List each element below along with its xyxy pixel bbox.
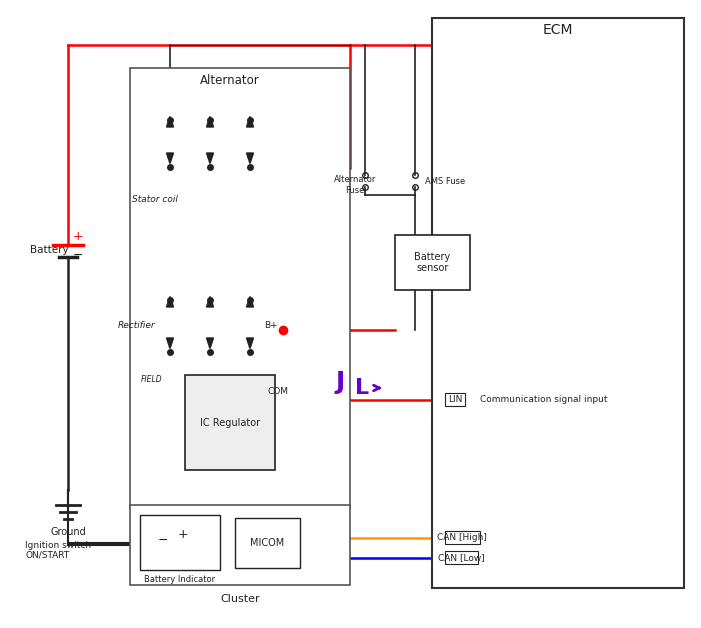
FancyBboxPatch shape	[432, 18, 684, 588]
Text: Alternator
Fuse: Alternator Fuse	[334, 175, 376, 195]
Text: −: −	[158, 534, 168, 547]
Polygon shape	[167, 338, 174, 349]
FancyBboxPatch shape	[445, 531, 480, 544]
Text: Ignition switch: Ignition switch	[25, 541, 91, 550]
FancyBboxPatch shape	[445, 551, 478, 564]
Text: MICOM: MICOM	[250, 538, 285, 548]
Text: ECM: ECM	[543, 23, 573, 37]
Text: LIN: LIN	[448, 396, 462, 404]
Text: J: J	[335, 370, 345, 394]
Text: B+: B+	[264, 320, 278, 330]
Text: +: +	[73, 230, 83, 244]
Text: Stator coil: Stator coil	[132, 195, 178, 205]
Text: Battery: Battery	[30, 245, 69, 255]
FancyBboxPatch shape	[185, 375, 275, 470]
FancyBboxPatch shape	[445, 393, 465, 406]
Text: FIELD: FIELD	[141, 376, 163, 384]
Polygon shape	[167, 153, 174, 163]
Polygon shape	[247, 153, 254, 163]
Text: ON/START: ON/START	[25, 551, 69, 560]
Text: COM: COM	[268, 387, 289, 396]
FancyBboxPatch shape	[130, 68, 350, 508]
Text: AMS Fuse: AMS Fuse	[425, 178, 465, 187]
Text: IC Regulator: IC Regulator	[200, 418, 260, 428]
Text: Rectifier: Rectifier	[118, 320, 156, 330]
Text: −: −	[73, 249, 83, 261]
Text: Ground: Ground	[50, 527, 86, 537]
Polygon shape	[207, 153, 214, 163]
Polygon shape	[207, 117, 214, 127]
Text: Alternator: Alternator	[200, 73, 260, 87]
FancyBboxPatch shape	[130, 505, 350, 585]
Polygon shape	[167, 117, 174, 127]
Polygon shape	[247, 117, 254, 127]
Text: Communication signal input: Communication signal input	[480, 396, 608, 404]
Text: CAN [High]: CAN [High]	[437, 534, 487, 543]
FancyBboxPatch shape	[140, 515, 220, 570]
FancyBboxPatch shape	[395, 235, 470, 290]
Polygon shape	[167, 296, 174, 307]
Text: Cluster: Cluster	[220, 594, 260, 604]
FancyBboxPatch shape	[235, 518, 300, 568]
Text: L: L	[355, 378, 369, 398]
Text: Battery Indicator: Battery Indicator	[144, 575, 216, 585]
Text: CAN [Low]: CAN [Low]	[437, 553, 484, 563]
Polygon shape	[247, 338, 254, 349]
Text: +: +	[178, 528, 189, 541]
Polygon shape	[247, 296, 254, 307]
Polygon shape	[207, 338, 214, 349]
Polygon shape	[207, 296, 214, 307]
Text: Battery
sensor: Battery sensor	[414, 252, 451, 273]
